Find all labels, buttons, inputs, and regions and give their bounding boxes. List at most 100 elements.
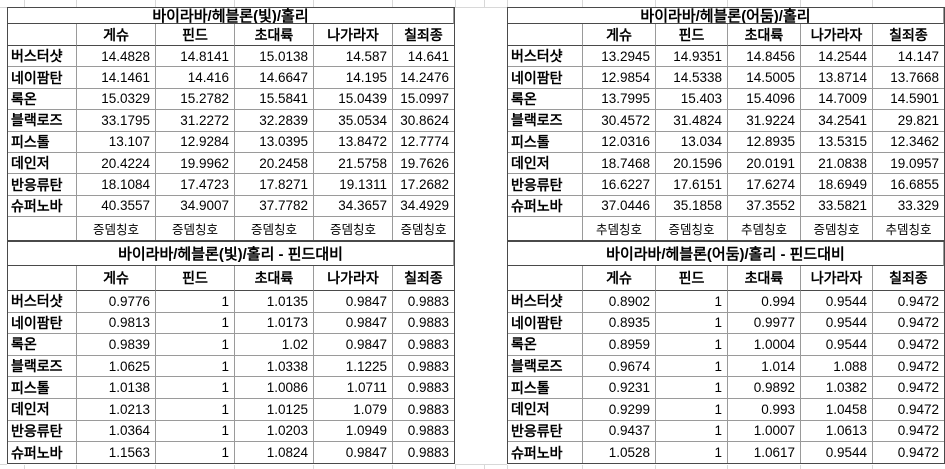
row-label-cell[interactable]: 데인저 [508,152,583,175]
row-label-cell[interactable]: 버스터샷 [508,291,583,313]
value-cell[interactable]: 0.9299 [583,398,656,421]
column-header-cell[interactable]: 게슈 [77,266,156,291]
value-cell[interactable]: 20.2458 [235,152,314,175]
value-cell[interactable]: 35.0534 [314,110,393,132]
value-cell[interactable]: 1 [156,442,235,463]
title-badge-cell[interactable]: 증뎀칭호 [77,217,156,240]
value-cell[interactable]: 1.079 [314,398,393,421]
value-cell[interactable]: 15.0138 [235,46,314,68]
value-cell[interactable]: 1.0135 [235,291,314,313]
value-cell[interactable]: 14.587 [314,46,393,68]
value-cell[interactable]: 13.8472 [314,131,393,153]
value-cell[interactable]: 0.9892 [728,377,801,399]
column-header-cell[interactable]: 핀드 [156,24,235,46]
header-corner-cell[interactable] [8,24,77,46]
row-label-cell[interactable]: 반응류탄 [508,174,583,196]
value-cell[interactable]: 1.1563 [77,442,156,463]
row-label-cell[interactable]: 블랙로즈 [8,110,77,132]
value-cell[interactable]: 15.0329 [77,88,156,111]
value-cell[interactable]: 1 [656,420,728,443]
value-cell[interactable]: 37.3552 [728,195,801,218]
value-cell[interactable]: 17.4723 [156,174,235,196]
value-cell[interactable]: 34.9007 [156,195,235,218]
column-header-cell[interactable]: 초대륙 [728,266,801,291]
value-cell[interactable]: 1.0213 [77,398,156,421]
row-label-cell[interactable]: 네이팜탄 [508,67,583,89]
value-cell[interactable]: 1.0203 [235,420,314,443]
value-cell[interactable]: 16.6227 [583,174,656,196]
value-cell[interactable]: 12.9284 [156,131,235,153]
value-cell[interactable]: 1 [656,442,728,463]
value-cell[interactable]: 14.641 [393,46,454,68]
value-cell[interactable]: 1.0625 [77,355,156,378]
value-cell[interactable]: 1.1225 [314,355,393,378]
value-cell[interactable]: 1 [656,377,728,399]
table-title-cell[interactable]: 바이라바/헤블론(빛)/홀리 - 핀드대비 [8,242,454,266]
value-cell[interactable]: 0.9776 [77,291,156,313]
row-label-cell[interactable]: 피스톨 [508,377,583,399]
value-cell[interactable]: 1 [156,377,235,399]
table-title-cell[interactable]: 바이라바/헤블론(빛)/홀리 [8,8,454,24]
row-label-cell[interactable]: 슈퍼노바 [508,195,583,218]
row-label-cell[interactable]: 반응류탄 [8,420,77,443]
value-cell[interactable]: 1.0528 [583,442,656,463]
value-cell[interactable]: 18.7468 [583,152,656,175]
value-cell[interactable]: 17.6151 [656,174,728,196]
value-cell[interactable]: 1.0138 [77,377,156,399]
value-cell[interactable]: 0.9544 [801,442,873,463]
value-cell[interactable]: 0.9437 [583,420,656,443]
value-cell[interactable]: 40.3557 [77,195,156,218]
value-cell[interactable]: 15.2782 [156,88,235,111]
value-cell[interactable]: 14.1461 [77,67,156,89]
value-cell[interactable]: 0.8902 [583,291,656,313]
column-header-cell[interactable]: 나가라자 [801,266,873,291]
value-cell[interactable]: 1.02 [235,334,314,356]
title-badge-cell[interactable]: 증뎀칭호 [656,217,728,240]
value-cell[interactable]: 1.0338 [235,355,314,378]
row-label-cell[interactable]: 슈퍼노바 [8,442,77,463]
row-label-cell[interactable]: 록온 [508,334,583,356]
value-cell[interactable]: 21.5758 [314,152,393,175]
value-cell[interactable]: 0.9847 [314,312,393,335]
column-header-cell[interactable]: 게슈 [583,24,656,46]
value-cell[interactable]: 1 [156,355,235,378]
value-cell[interactable]: 0.9674 [583,355,656,378]
value-cell[interactable]: 13.8714 [801,67,873,89]
value-cell[interactable]: 13.7668 [873,67,944,89]
value-cell[interactable]: 1.088 [801,355,873,378]
value-cell[interactable]: 0.9977 [728,312,801,335]
value-cell[interactable]: 20.0191 [728,152,801,175]
value-cell[interactable]: 0.9544 [801,334,873,356]
column-header-cell[interactable]: 핀드 [656,24,728,46]
value-cell[interactable]: 0.9472 [873,421,944,443]
value-cell[interactable]: 15.5841 [235,88,314,111]
title-badge-cell[interactable]: 증뎀칭호 [314,217,393,240]
row-label-cell[interactable]: 반응류탄 [8,174,77,196]
column-header-cell[interactable]: 초대륙 [728,24,801,46]
value-cell[interactable]: 13.034 [656,131,728,153]
row-label-cell[interactable]: 버스터샷 [8,291,77,313]
value-cell[interactable]: 20.1596 [656,152,728,175]
value-cell[interactable]: 15.0439 [314,88,393,111]
value-cell[interactable]: 31.4824 [656,110,728,132]
value-cell[interactable]: 37.7782 [235,195,314,218]
value-cell[interactable]: 1 [656,398,728,421]
row-label-cell[interactable]: 록온 [8,88,77,111]
value-cell[interactable]: 1 [656,312,728,335]
row-label-cell[interactable]: 슈퍼노바 [508,442,583,463]
value-cell[interactable]: 34.4929 [393,196,454,218]
column-header-cell[interactable]: 칠죄종 [873,24,944,46]
value-cell[interactable]: 0.9883 [407,445,449,461]
value-cell[interactable]: 19.1311 [314,174,393,196]
value-cell[interactable]: 0.9472 [873,291,944,313]
value-cell[interactable]: 0.9472 [873,377,944,399]
value-cell[interactable]: 14.147 [873,46,944,68]
value-cell[interactable]: 1 [156,398,235,421]
value-cell[interactable]: 14.5005 [728,67,801,89]
row-label-cell[interactable]: 록온 [508,88,583,111]
value-cell[interactable]: 1.0824 [235,442,314,463]
title-badge-cell[interactable]: 증뎀칭호 [235,217,314,240]
value-cell[interactable]: 35.1858 [656,195,728,218]
column-header-cell[interactable]: 나가라자 [801,24,873,46]
column-header-cell[interactable]: 핀드 [156,266,235,291]
